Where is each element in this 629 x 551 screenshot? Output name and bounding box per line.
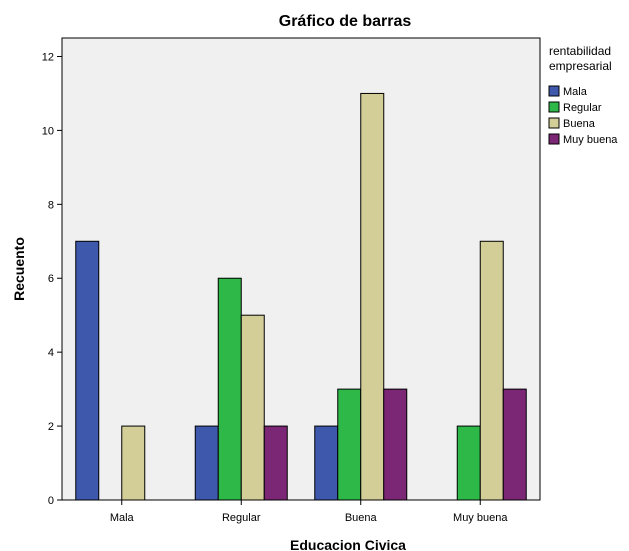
legend-swatch [548, 117, 560, 129]
legend-swatch [548, 101, 560, 113]
x-axis-title: Educacion Civica [290, 537, 406, 551]
legend-title-line-2: empresarial [549, 59, 612, 73]
y-tick-label: 2 [48, 421, 54, 433]
bar-mala-buena [314, 425, 339, 501]
chart-title: Gráfico de barras [279, 13, 412, 30]
bar-regular-buena [337, 388, 362, 501]
legend-swatch [548, 85, 560, 97]
bar-regular-regular [217, 277, 242, 501]
legend-title-line-1: rentabilidad [549, 44, 611, 58]
bar-muy-buena-buena [383, 388, 408, 501]
legend: rentabilidad empresarial Mala Regular Buen… [548, 44, 618, 146]
y-tick-label: 10 [42, 125, 54, 137]
y-tick-label: 6 [48, 273, 54, 285]
bar-regular-muy-buena [456, 425, 481, 501]
bars-group [75, 92, 527, 501]
y-axis: 0 2 4 6 8 10 12 [42, 51, 62, 507]
bar-muy-buena-muy-buena [502, 388, 527, 501]
y-axis-title: Recuento [11, 237, 27, 301]
legend-label: Mala [563, 86, 588, 98]
y-tick-label: 12 [42, 51, 54, 63]
bar-buena-mala [121, 425, 146, 501]
bar-buena-regular [240, 314, 265, 501]
y-tick-label: 8 [48, 199, 54, 211]
x-tick-label: Buena [345, 512, 378, 524]
legend-swatch [548, 133, 560, 145]
x-axis: Mala Regular Buena Muy buena [110, 500, 508, 524]
y-tick-label: 0 [48, 495, 54, 507]
legend-items: Mala Regular Buena Muy buena [548, 85, 618, 146]
x-tick-label: Regular [222, 512, 261, 524]
legend-label: Buena [563, 118, 596, 130]
bar-mala-mala [75, 240, 100, 501]
bar-buena-muy-buena [479, 240, 504, 501]
plot-area [61, 37, 541, 501]
y-tick-label: 4 [48, 347, 54, 359]
bar-muy-buena-regular [263, 425, 288, 501]
x-tick-label: Mala [110, 512, 135, 524]
bar-mala-regular [194, 425, 219, 501]
legend-label: Regular [563, 102, 602, 114]
x-tick-label: Muy buena [453, 512, 508, 524]
legend-label: Muy buena [563, 134, 618, 146]
bar-buena-buena [360, 92, 385, 501]
